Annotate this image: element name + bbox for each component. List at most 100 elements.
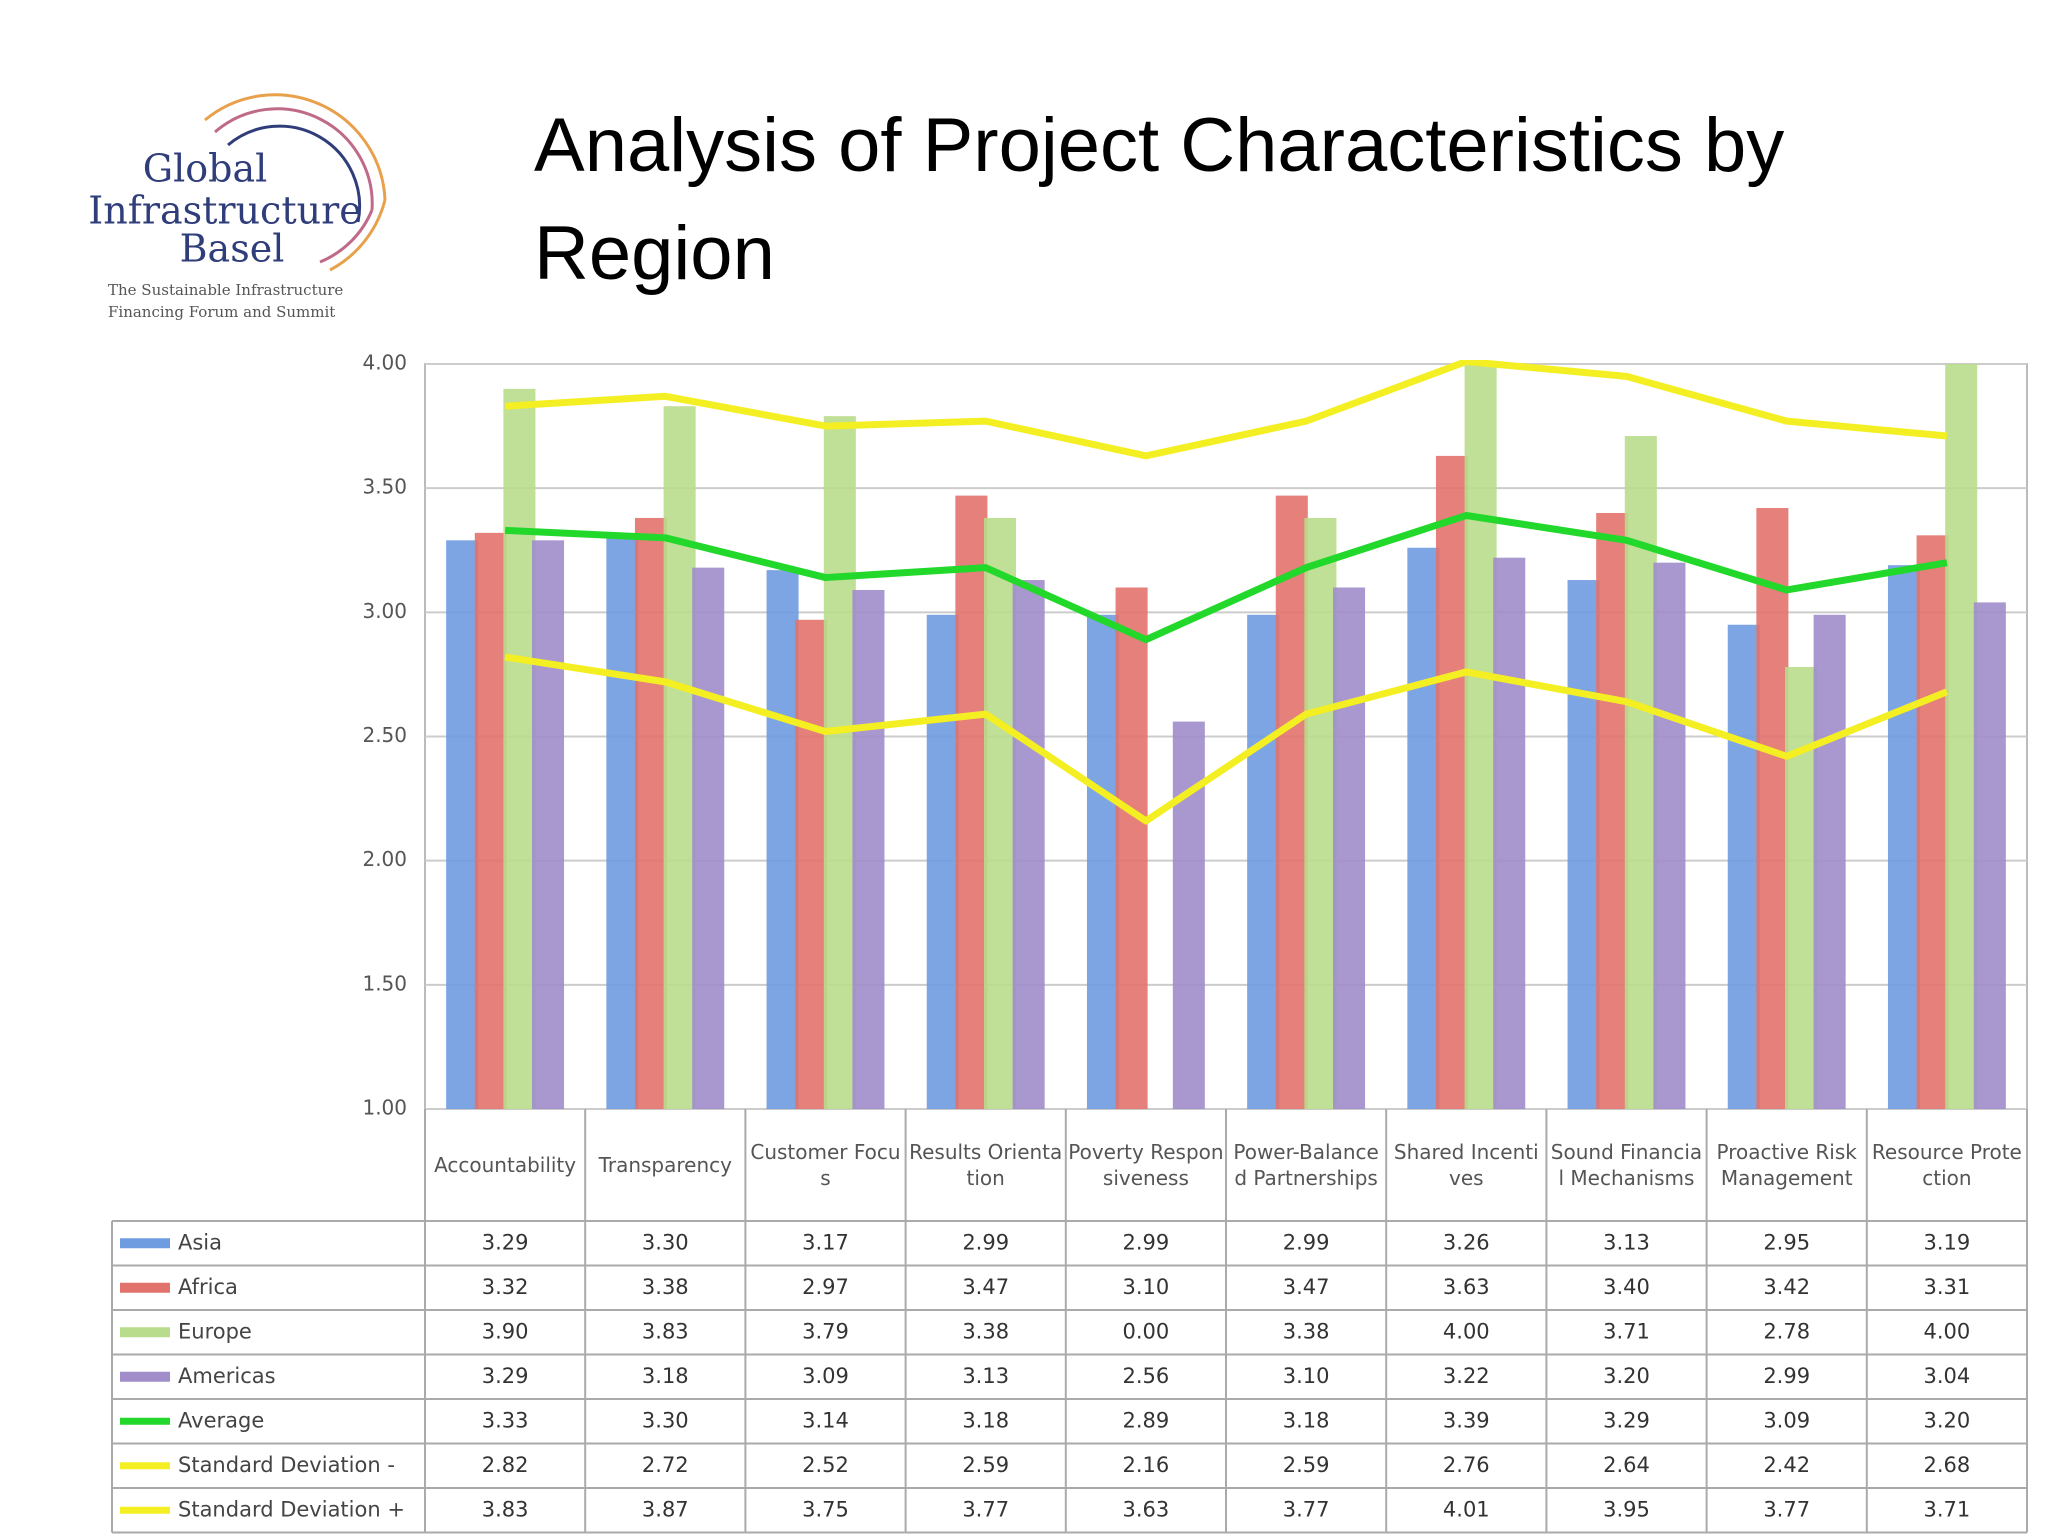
data-label: 2.52 <box>802 1453 849 1477</box>
logo-arc <box>329 199 387 272</box>
y-tick-label: 3.00 <box>362 599 407 623</box>
data-label: 3.71 <box>1603 1319 1650 1343</box>
data-label: 3.31 <box>1924 1275 1971 1299</box>
data-label: 3.18 <box>642 1364 689 1388</box>
bar <box>1756 508 1789 1109</box>
logo <box>204 93 387 272</box>
data-label: 2.64 <box>1603 1453 1650 1477</box>
bar <box>1407 547 1440 1109</box>
data-label: 2.59 <box>1283 1453 1330 1477</box>
logo-tagline: The Sustainable Infrastructure <box>108 281 343 299</box>
legend-label: Americas <box>178 1364 276 1388</box>
y-tick-label: 4.00 <box>362 351 407 375</box>
data-label: 3.38 <box>1283 1319 1330 1343</box>
x-tick-label: Results Orientation <box>909 1140 1063 1190</box>
data-label: 3.30 <box>642 1408 689 1432</box>
data-label: 3.39 <box>1443 1408 1490 1432</box>
data-label: 3.04 <box>1924 1364 1971 1388</box>
data-label: 3.42 <box>1763 1275 1810 1299</box>
bar <box>926 614 959 1109</box>
data-label: 2.76 <box>1443 1453 1490 1477</box>
legend-swatch <box>120 1282 170 1293</box>
x-tick-label: Resource Protection <box>1871 1140 2022 1190</box>
data-label: 2.68 <box>1924 1453 1971 1477</box>
bar <box>1596 513 1629 1109</box>
data-label: 2.78 <box>1763 1319 1810 1343</box>
data-label: 3.13 <box>962 1364 1009 1388</box>
data-label: 2.99 <box>962 1230 1009 1254</box>
bar <box>1813 614 1846 1109</box>
data-label: 3.29 <box>482 1364 529 1388</box>
y-tick-label: 3.50 <box>362 475 407 499</box>
bar <box>795 619 828 1109</box>
data-label: 3.29 <box>1603 1408 1650 1432</box>
data-label: 3.63 <box>1443 1275 1490 1299</box>
logo-text: Infrastructure <box>88 189 361 233</box>
data-label: 3.29 <box>482 1230 529 1254</box>
bar <box>955 495 988 1109</box>
category-cell: Sound Financial Mechanisms <box>1551 1140 1702 1190</box>
legend-label: Standard Deviation - <box>178 1453 395 1477</box>
bar <box>1275 495 1308 1109</box>
data-label: 3.47 <box>962 1275 1009 1299</box>
bar <box>1493 557 1526 1109</box>
chart-title: Analysis of Project Characteristics by R… <box>534 103 1785 296</box>
bar <box>1086 614 1119 1109</box>
category-cell: Shared Incentives <box>1393 1140 1539 1190</box>
data-label: 3.18 <box>1283 1408 1330 1432</box>
bar <box>1115 587 1148 1109</box>
data-label: 4.00 <box>1443 1319 1490 1343</box>
bar <box>1727 624 1760 1109</box>
bar <box>1012 580 1045 1109</box>
bar <box>446 540 479 1109</box>
data-label: 2.89 <box>1123 1408 1170 1432</box>
data-label: 3.90 <box>482 1319 529 1343</box>
category-cell: Results Orientation <box>909 1140 1063 1190</box>
line-series <box>504 511 1948 644</box>
data-label: 3.19 <box>1924 1230 1971 1254</box>
data-label: 3.17 <box>802 1230 849 1254</box>
category-cell: Transparency <box>598 1153 732 1177</box>
data-label: 3.20 <box>1924 1408 1971 1432</box>
x-tick-label: Transparency <box>598 1153 732 1177</box>
data-label: 3.26 <box>1443 1230 1490 1254</box>
bar <box>606 537 639 1109</box>
bar <box>1973 602 2006 1109</box>
bar <box>692 567 725 1109</box>
data-label: 3.09 <box>802 1364 849 1388</box>
data-label: 2.95 <box>1763 1230 1810 1254</box>
logo-arc <box>214 107 374 211</box>
data-label: 2.99 <box>1763 1364 1810 1388</box>
data-label: 2.59 <box>962 1453 1009 1477</box>
bar <box>1172 721 1205 1109</box>
legend-label: Africa <box>178 1275 238 1299</box>
data-label: 3.95 <box>1603 1497 1650 1521</box>
x-tick-label: Shared Incentives <box>1393 1140 1539 1190</box>
bar <box>634 517 668 1109</box>
category-cell: Accountability <box>434 1153 577 1177</box>
legend-label: Asia <box>178 1230 222 1254</box>
data-label: 3.71 <box>1924 1497 1971 1521</box>
data-label: 2.82 <box>482 1453 529 1477</box>
data-label: 3.38 <box>642 1275 689 1299</box>
line-series <box>504 653 1949 825</box>
data-label: 3.40 <box>1603 1275 1650 1299</box>
logo-arc <box>227 124 362 223</box>
logo-text: Global <box>143 147 268 191</box>
x-tick-label: Proactive Risk Management <box>1716 1140 1857 1190</box>
bar <box>1333 587 1366 1109</box>
data-label: 3.09 <box>1763 1408 1810 1432</box>
category-cell: Proactive Risk Management <box>1716 1140 1857 1190</box>
data-label: 3.20 <box>1603 1364 1650 1388</box>
data-label: 3.38 <box>962 1319 1009 1343</box>
data-label: 3.10 <box>1123 1275 1170 1299</box>
data-label: 3.30 <box>642 1230 689 1254</box>
x-tick-label: Accountability <box>434 1153 577 1177</box>
x-tick-label: Poverty Responsiveness <box>1068 1140 1224 1190</box>
data-label: 2.72 <box>642 1453 689 1477</box>
data-label: 3.77 <box>1763 1497 1810 1521</box>
legend-swatch <box>120 1327 170 1338</box>
y-tick-label: 2.50 <box>362 723 407 747</box>
plot-marks <box>446 360 2006 1109</box>
